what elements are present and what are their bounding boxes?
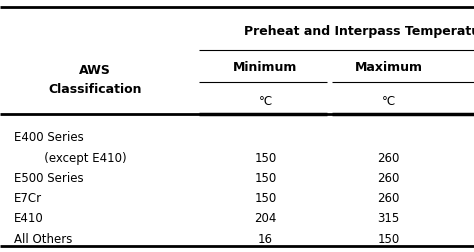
Text: °C: °C: [382, 94, 396, 107]
Text: 150: 150: [255, 151, 276, 164]
Text: E410: E410: [14, 211, 44, 225]
Text: Maximum: Maximum: [355, 60, 423, 73]
Text: °C: °C: [258, 94, 273, 107]
Text: 315: 315: [378, 211, 400, 225]
Text: Preheat and Interpass Temperature: Preheat and Interpass Temperature: [244, 25, 474, 38]
Text: (except E410): (except E410): [33, 151, 127, 164]
Text: 260: 260: [377, 191, 400, 204]
Text: E500 Series: E500 Series: [14, 171, 84, 184]
Text: E400 Series: E400 Series: [14, 131, 84, 144]
Text: 204: 204: [254, 211, 277, 225]
Text: 260: 260: [377, 151, 400, 164]
Text: 150: 150: [255, 171, 276, 184]
Text: 150: 150: [255, 191, 276, 204]
Text: E7Cr: E7Cr: [14, 191, 42, 204]
Text: 150: 150: [378, 232, 400, 245]
Text: Classification: Classification: [48, 83, 142, 96]
Text: 260: 260: [377, 171, 400, 184]
Text: AWS: AWS: [79, 64, 111, 77]
Text: 16: 16: [258, 232, 273, 245]
Text: Minimum: Minimum: [233, 60, 298, 73]
Text: All Others: All Others: [14, 232, 73, 245]
